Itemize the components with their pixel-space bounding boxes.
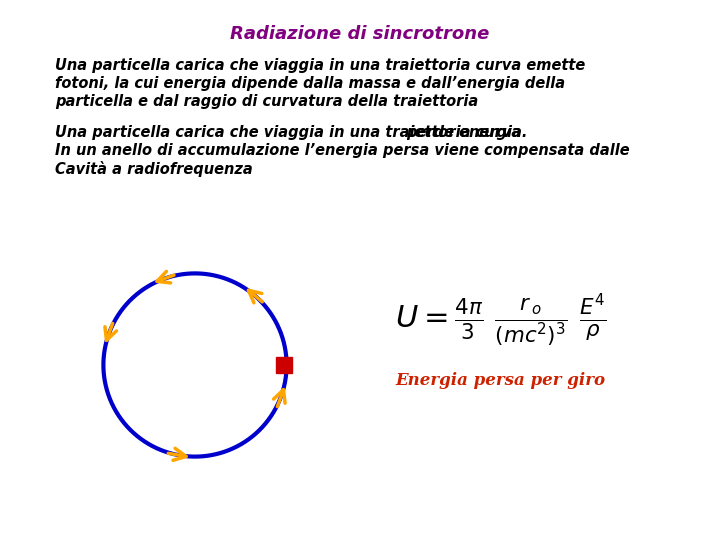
Text: fotoni, la cui energia dipende dalla massa e dall’energia della: fotoni, la cui energia dipende dalla mas… — [55, 76, 565, 91]
Text: $U = \frac{4\pi}{3}\ \frac{r_{\,o}}{\left(mc^{2}\right)^{3}}\ \frac{E^{4}}{\rho}: $U = \frac{4\pi}{3}\ \frac{r_{\,o}}{\lef… — [395, 293, 606, 350]
Text: Energia persa per giro: Energia persa per giro — [395, 372, 606, 389]
Text: In un anello di accumulazione l’energia persa viene compensata dalle: In un anello di accumulazione l’energia … — [55, 143, 629, 158]
Text: particella e dal raggio di curvatura della traiettoria: particella e dal raggio di curvatura del… — [55, 94, 478, 109]
Text: Radiazione di sincrotrone: Radiazione di sincrotrone — [230, 25, 490, 43]
Text: perde energia.: perde energia. — [406, 125, 528, 140]
Bar — [276, 357, 292, 373]
Text: Una particella carica che viaggia in una traiettoria curva emette: Una particella carica che viaggia in una… — [55, 58, 585, 73]
Text: Una particella carica che viaggia in una traiettoria curva: Una particella carica che viaggia in una… — [55, 125, 526, 140]
Text: Cavità a radiofrequenza: Cavità a radiofrequenza — [55, 161, 253, 177]
